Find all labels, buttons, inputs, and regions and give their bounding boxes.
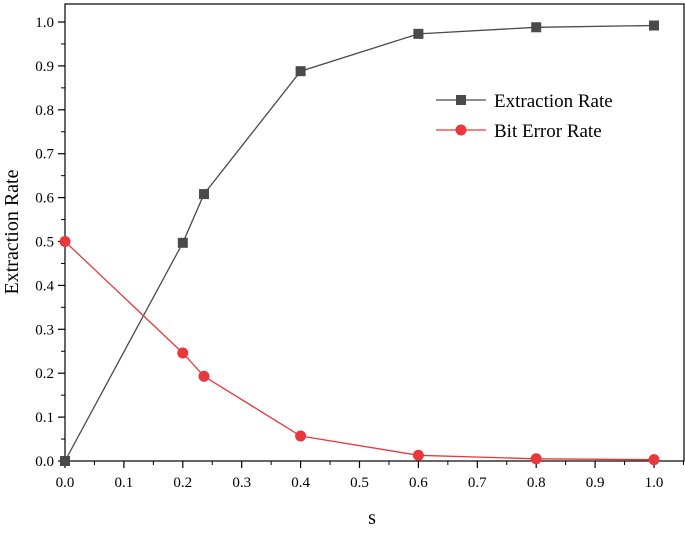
- series-extraction-rate: [60, 20, 659, 466]
- square-marker: [295, 66, 306, 77]
- circle-marker: [530, 453, 542, 465]
- axes: 0.0 0.1 0.2 0.3 0.4 0.5 0.6 0.7 0.8 0.9 1.0 0.0 0.1 0…: [35, 3, 685, 491]
- square-marker: [60, 456, 70, 466]
- x-tick-label: 0.5: [350, 475, 369, 491]
- x-tick-label: 0.6: [409, 475, 428, 491]
- series-line: [64, 241, 655, 461]
- circle-marker: [295, 430, 307, 442]
- square-marker: [649, 20, 659, 31]
- x-axis-title: s: [368, 507, 376, 528]
- square-marker: [177, 237, 188, 248]
- circle-marker: [412, 449, 424, 461]
- y-tick-label: 0.9: [35, 59, 54, 75]
- y-axis-title: Extraction Rate: [1, 169, 23, 294]
- series-bit-error-rate: [59, 236, 660, 466]
- y-tick-label: 1.0: [35, 15, 54, 31]
- y-tick-label: 0.4: [35, 278, 54, 294]
- x-tick-label: 0.9: [586, 475, 605, 491]
- square-marker: [531, 22, 542, 33]
- x-tick-label: 0.3: [232, 475, 251, 491]
- y-tick-label: 0.5: [35, 235, 54, 251]
- plot-frame: [64, 3, 685, 462]
- circle-marker: [198, 370, 210, 382]
- legend-label: Bit Error Rate: [494, 121, 602, 142]
- x-tick-label: 1.0: [645, 475, 664, 491]
- legend-label: Extraction Rate: [494, 91, 613, 112]
- legend-circle-marker: [455, 124, 467, 136]
- square-marker: [413, 28, 424, 39]
- circle-marker: [59, 236, 71, 247]
- y-tick-label: 0.0: [35, 454, 54, 470]
- x-tick-label: 0.2: [173, 475, 192, 491]
- square-marker: [199, 189, 210, 200]
- x-tick-label: 0.7: [468, 475, 487, 491]
- x-tick-label: 0.0: [56, 475, 75, 491]
- y-tick-label: 0.7: [35, 147, 54, 163]
- legend: Extraction Rate Bit Error Rate: [436, 91, 613, 142]
- x-tick-label: 0.8: [527, 475, 546, 491]
- y-tick-label: 0.8: [35, 103, 54, 119]
- x-tick-label: 0.1: [115, 475, 134, 491]
- y-tick-label: 0.1: [35, 410, 54, 426]
- legend-entry: Bit Error Rate: [436, 121, 602, 142]
- legend-square-marker: [456, 95, 466, 105]
- y-tick-label: 0.3: [35, 322, 54, 338]
- x-tick-label: 0.4: [291, 475, 310, 491]
- legend-entry: Extraction Rate: [436, 91, 613, 112]
- series-layer: [59, 20, 660, 466]
- circle-marker: [648, 454, 660, 466]
- y-tick-label: 0.6: [35, 191, 54, 207]
- y-tick-label: 0.2: [35, 366, 54, 382]
- circle-marker: [177, 347, 189, 359]
